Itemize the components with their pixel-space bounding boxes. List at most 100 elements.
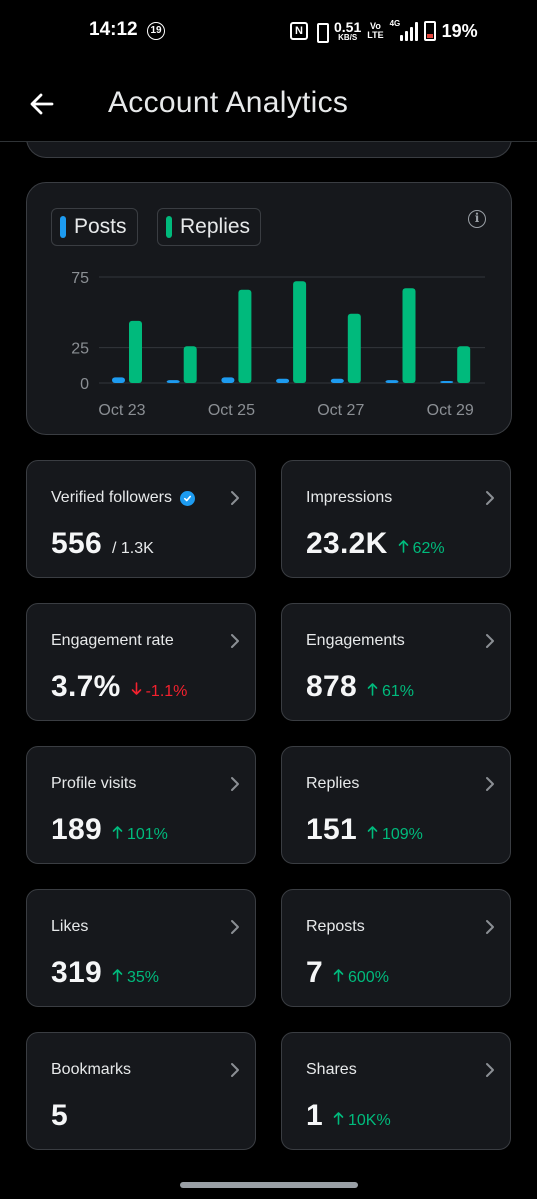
bar-posts-oct-24[interactable] [166, 380, 180, 383]
chevron-right-icon [231, 1063, 239, 1077]
legend-replies[interactable]: Replies [157, 208, 262, 246]
metric-total: / 1.3K [111, 540, 154, 557]
metric-change: 61% [367, 682, 414, 701]
metric-label: Verified followers [51, 489, 195, 507]
bar-posts-oct-28[interactable] [385, 380, 399, 383]
bar-chart: 0 25 75 Oct 23 Oct 25 Oct 27 Oct 29 [71, 270, 485, 419]
network-speed-value: 0.51 [334, 19, 362, 35]
arrow-up-icon [112, 969, 123, 982]
bar-replies-oct-23[interactable] [129, 320, 142, 383]
home-indicator[interactable] [180, 1182, 358, 1188]
metric-label-text: Bookmarks [51, 1061, 132, 1078]
legend-posts[interactable]: Posts [51, 208, 138, 246]
metric-value-row: 878 61% [306, 670, 414, 704]
metric-value: 319 [51, 956, 102, 989]
metric-value-row: 5 [51, 1099, 68, 1133]
metric-label-text: Engagement rate [51, 632, 174, 649]
metric-change-value: 109% [381, 826, 423, 843]
metric-card-likes[interactable]: Likes 319 35% [26, 889, 256, 1007]
bar-replies-oct-27[interactable] [347, 313, 361, 383]
bar-posts-oct-25[interactable] [221, 377, 235, 383]
legend-posts-label: Posts [74, 215, 127, 238]
metric-label-text: Engagements [306, 632, 405, 649]
chevron-right-icon [231, 777, 239, 791]
metric-label: Engagement rate [51, 632, 174, 650]
arrow-left-icon [30, 93, 54, 115]
metric-change-value: 10K% [348, 1112, 391, 1129]
bar-replies-oct-28[interactable] [402, 288, 416, 383]
metric-label: Impressions [306, 489, 392, 507]
x-tick-label: Oct 23 [98, 402, 145, 419]
metric-value: 23.2K [306, 527, 388, 560]
posts-swatch [60, 216, 66, 238]
metric-change: 35% [112, 968, 159, 987]
chevron-right-icon [486, 1063, 494, 1077]
metric-card-impressions[interactable]: Impressions 23.2K 62% [281, 460, 511, 578]
metric-card-replies[interactable]: Replies 151 109% [281, 746, 511, 864]
metric-label-text: Reposts [306, 918, 365, 935]
info-icon[interactable]: i [468, 210, 486, 228]
metric-value: 189 [51, 813, 102, 846]
metric-change: 62% [398, 539, 445, 558]
metric-change: -1.1% [131, 682, 187, 701]
legend-replies-label: Replies [180, 215, 251, 238]
metric-value: 5 [51, 1099, 68, 1132]
arrow-up-icon [333, 969, 344, 982]
bar-posts-oct-27[interactable] [330, 378, 344, 383]
chevron-right-icon [231, 491, 239, 505]
status-bar: 14:12 19 N 0.51 KB/S Vo LTE 4G 19% [0, 0, 537, 62]
back-button[interactable] [24, 86, 60, 122]
arrow-up-icon [367, 826, 378, 839]
activity-chart-card: Posts Replies i 0 25 75 Oct 23 Oct 25 Oct 27 O… [26, 182, 512, 435]
bar-posts-oct-26[interactable] [276, 378, 290, 383]
chevron-right-icon [231, 634, 239, 648]
battery-icon [423, 21, 436, 41]
bar-replies-oct-29[interactable] [457, 346, 471, 383]
verified-badge-icon [179, 490, 195, 506]
metric-label-text: Impressions [306, 489, 393, 506]
metric-label: Shares [306, 1061, 357, 1079]
metric-value: 151 [306, 813, 357, 846]
bar-posts-oct-23[interactable] [112, 377, 125, 383]
metric-label: Engagements [306, 632, 405, 650]
metric-change-value: 35% [126, 969, 159, 986]
metric-value: 7 [306, 956, 323, 989]
replies-swatch [166, 216, 172, 238]
metric-card-reposts[interactable]: Reposts 7 600% [281, 889, 511, 1007]
metric-value: 3.7% [51, 670, 121, 703]
metric-card-engagements[interactable]: Engagements 878 61% [281, 603, 511, 721]
metric-card-verified-followers[interactable]: Verified followers 556 / 1.3K [26, 460, 256, 578]
metric-card-shares[interactable]: Shares 1 10K% [281, 1032, 511, 1150]
bar-posts-oct-29[interactable] [440, 381, 454, 383]
volte-bottom: LTE [367, 30, 384, 40]
arrow-up-icon [367, 683, 378, 696]
metric-card-bookmarks[interactable]: Bookmarks 5 [26, 1032, 256, 1150]
volte-top: Vo [370, 20, 381, 31]
metric-change: 10K% [333, 1111, 391, 1130]
metric-label: Replies [306, 775, 359, 793]
bar-replies-oct-25[interactable] [238, 289, 252, 383]
chevron-right-icon [486, 920, 494, 934]
chevron-right-icon [486, 491, 494, 505]
x-tick-label: Oct 29 [427, 402, 474, 419]
battery-percent: 19% [441, 20, 478, 41]
metric-value-row: 556 / 1.3K [51, 527, 154, 561]
signal-icon: 4G [390, 19, 418, 41]
bar-replies-oct-24[interactable] [183, 346, 197, 383]
nfc-icon: N [290, 22, 308, 40]
metric-change-value: 600% [348, 969, 389, 986]
metric-label: Profile visits [51, 775, 136, 793]
metric-change: 109% [367, 825, 423, 844]
metric-card-profile-visits[interactable]: Profile visits 189 101% [26, 746, 256, 864]
metric-change: 101% [112, 825, 168, 844]
vibrate-icon [314, 22, 329, 43]
metric-card-engagement-rate[interactable]: Engagement rate 3.7% -1.1% [26, 603, 256, 721]
arrow-up-icon [398, 540, 408, 553]
metric-label-text: Verified followers [51, 489, 172, 506]
y-tick-label: 25 [71, 341, 89, 358]
chevron-right-icon [486, 777, 494, 791]
metric-value-row: 3.7% -1.1% [51, 670, 187, 704]
network-speed-unit: KB/S [338, 33, 358, 42]
bar-replies-oct-26[interactable] [293, 281, 307, 383]
metric-label: Bookmarks [51, 1061, 131, 1079]
